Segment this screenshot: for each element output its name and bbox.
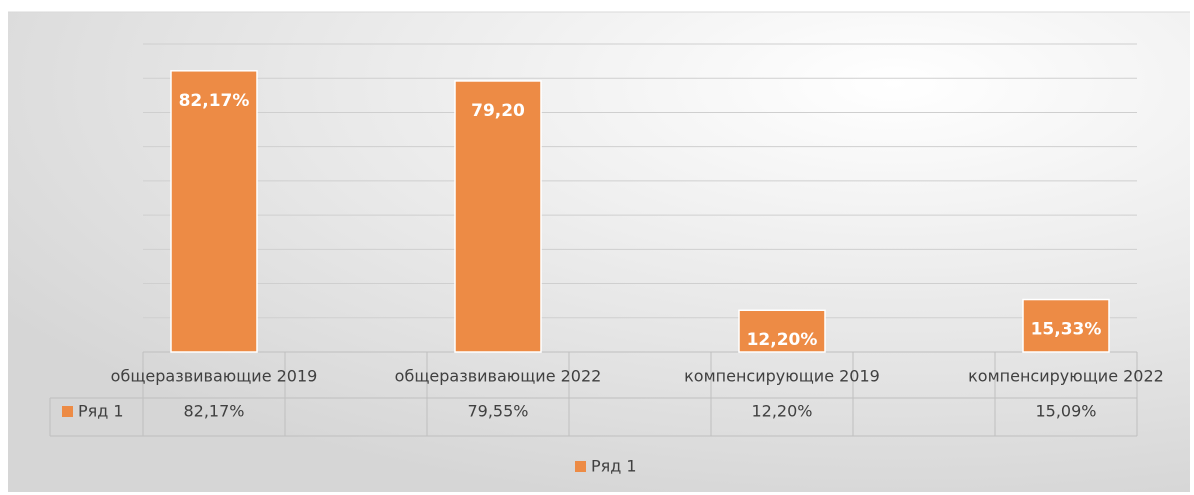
data-label: 79,20: [471, 101, 525, 121]
table-cell: 82,17%: [183, 402, 244, 421]
x-tick-label: компенсирующие 2019: [684, 367, 880, 386]
legend-label: Ряд 1: [591, 457, 637, 476]
table-cell: 79,55%: [467, 402, 528, 421]
data-label: 82,17%: [179, 91, 250, 111]
table-row-name: Ряд 1: [78, 402, 124, 421]
table-cell: 12,20%: [751, 402, 812, 421]
legend-key: [575, 461, 586, 472]
bar: [170, 70, 258, 353]
x-tick-label: общеразвивающие 2019: [111, 367, 318, 386]
bar: [738, 309, 826, 353]
bar: [454, 80, 542, 353]
data-label: 15,33%: [1031, 320, 1102, 340]
data-label: 12,20%: [747, 330, 818, 350]
legend-key: [62, 406, 73, 417]
x-tick-label: общеразвивающие 2022: [395, 367, 602, 386]
bar: [1022, 298, 1110, 353]
table-cell: 15,09%: [1035, 402, 1096, 421]
x-tick-label: компенсирующие 2022: [968, 367, 1164, 386]
